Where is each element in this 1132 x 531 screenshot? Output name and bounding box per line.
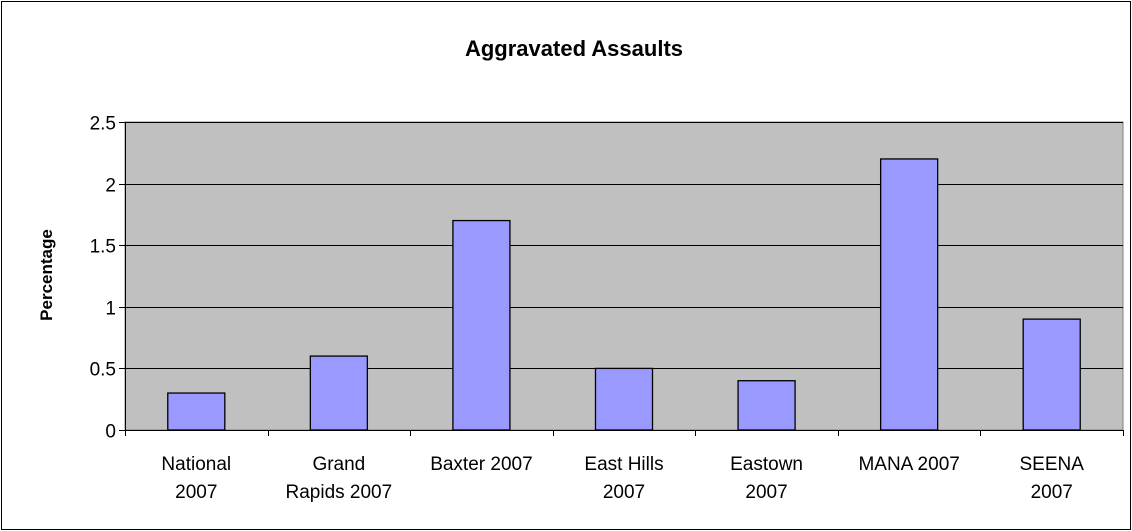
x-tick-label: National 2007 [161, 454, 231, 503]
chart-title: Aggravated Assaults [465, 36, 683, 61]
plot-area: 0 0.5 1 1.5 2 2.5 National 2007 Grand Rapids 2007… [90, 114, 1124, 503]
bar [1022, 318, 1081, 431]
y-tick-label: 2.5 [90, 114, 116, 135]
bar [737, 380, 796, 431]
x-tick-label: Eastown 2007 [730, 454, 803, 503]
x-tick-label: East Hills 2007 [584, 454, 663, 503]
x-tick-label: Baxter 2007 [430, 454, 532, 475]
bar [452, 219, 511, 431]
bar [879, 158, 939, 431]
x-tick-label: MANA 2007 [858, 454, 959, 475]
y-tick-label: 2 [105, 176, 116, 197]
bar [167, 392, 226, 431]
bar [594, 367, 654, 431]
y-axis-label: Percentage [37, 229, 56, 321]
bar [309, 355, 369, 431]
x-tick-label: Grand Rapids 2007 [286, 454, 393, 503]
y-tick-label: 1.5 [90, 237, 116, 258]
y-tick-label: 0.5 [90, 360, 116, 381]
y-tick-label: 0 [105, 422, 116, 443]
x-tick-label: SEENA 2007 [1020, 454, 1085, 503]
y-tick-label: 1 [105, 299, 116, 320]
